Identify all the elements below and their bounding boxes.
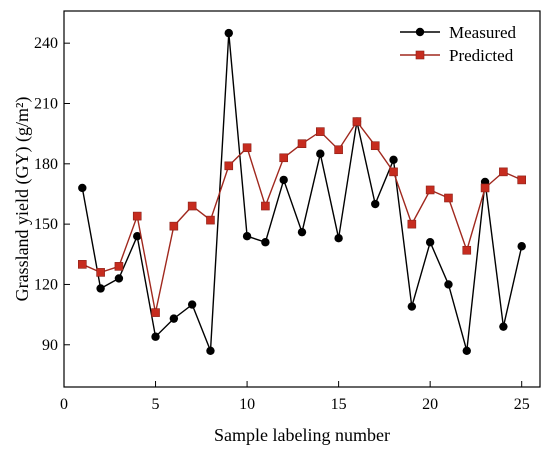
data-point-predicted <box>370 141 380 151</box>
data-point-measured <box>462 346 471 356</box>
data-point-predicted <box>499 167 508 177</box>
data-point-measured <box>151 332 160 341</box>
data-point-predicted <box>242 143 252 153</box>
data-point-measured <box>407 302 417 311</box>
data-point-measured <box>261 238 270 247</box>
x-tick-label: 0 <box>60 396 68 413</box>
x-tick-label: 25 <box>514 396 530 413</box>
data-point-measured <box>187 300 197 309</box>
data-point-predicted <box>517 175 526 185</box>
data-point-predicted <box>279 153 288 163</box>
data-point-measured <box>96 284 105 293</box>
data-point-measured <box>371 199 380 209</box>
series-layer <box>78 28 526 356</box>
data-point-predicted <box>78 260 87 269</box>
y-tick-label: 150 <box>34 216 58 233</box>
y-axis-title: Grassland yield (GY) (g/m²) <box>12 97 33 302</box>
data-point-predicted <box>462 245 472 255</box>
x-tick-label: 10 <box>239 396 255 413</box>
data-point-predicted <box>132 211 142 221</box>
series-predicted <box>78 117 526 317</box>
data-point-measured <box>297 227 307 237</box>
data-point-predicted <box>169 221 179 231</box>
data-point-measured <box>206 346 215 356</box>
data-point-measured <box>114 274 124 283</box>
data-point-predicted <box>334 145 343 155</box>
legend-marker-measured <box>415 27 425 37</box>
data-point-predicted <box>389 167 398 177</box>
legend-item-predicted: Predicted <box>400 46 514 65</box>
legend-item-measured: Measured <box>400 23 517 42</box>
plot-frame <box>63 10 541 388</box>
data-point-predicted <box>444 193 453 203</box>
x-tick-label: 20 <box>422 396 438 413</box>
data-point-measured <box>425 238 435 247</box>
data-point-measured <box>499 322 508 331</box>
data-point-predicted <box>316 127 325 136</box>
legend-marker-predicted <box>415 50 425 60</box>
y-tick-label: 90 <box>42 337 58 354</box>
data-point-measured <box>334 234 343 243</box>
data-point-predicted <box>151 308 160 317</box>
legend-label-predicted: Predicted <box>449 46 514 65</box>
data-point-predicted <box>206 215 215 225</box>
x-axis-title: Sample labeling number <box>214 425 390 445</box>
data-point-predicted <box>352 117 362 126</box>
y-tick-label: 180 <box>34 156 58 173</box>
data-point-measured <box>133 231 142 241</box>
data-point-measured <box>316 149 325 158</box>
x-axis-ticks: 0 5 10 15 20 25 <box>60 381 530 413</box>
data-point-predicted <box>480 183 490 193</box>
series-line-measured <box>81 33 523 352</box>
data-point-predicted <box>96 268 105 277</box>
data-point-measured <box>389 155 398 164</box>
data-point-predicted <box>187 201 197 211</box>
data-point-measured <box>444 280 453 289</box>
data-point-predicted <box>407 219 417 229</box>
data-point-predicted <box>425 185 435 195</box>
data-point-measured <box>279 175 288 185</box>
y-tick-label: 120 <box>34 276 58 293</box>
y-tick-label: 210 <box>34 95 58 112</box>
data-point-measured <box>169 314 179 323</box>
y-tick-label: 240 <box>34 35 58 52</box>
data-point-predicted <box>297 139 307 149</box>
x-tick-label: 5 <box>152 396 160 413</box>
data-point-predicted <box>114 262 124 271</box>
data-point-measured <box>242 231 252 241</box>
data-point-measured <box>224 28 233 38</box>
series-line-predicted <box>82 120 522 313</box>
x-tick-label: 15 <box>331 396 347 413</box>
data-point-measured <box>78 183 87 193</box>
y-axis-ticks: 90 120 150 180 210 240 <box>34 35 70 354</box>
data-point-predicted <box>224 161 234 171</box>
legend: Measured Predicted <box>400 23 517 65</box>
data-point-measured <box>517 242 526 251</box>
data-point-predicted <box>261 201 270 211</box>
series-measured <box>78 28 526 356</box>
legend-label-measured: Measured <box>449 23 517 42</box>
